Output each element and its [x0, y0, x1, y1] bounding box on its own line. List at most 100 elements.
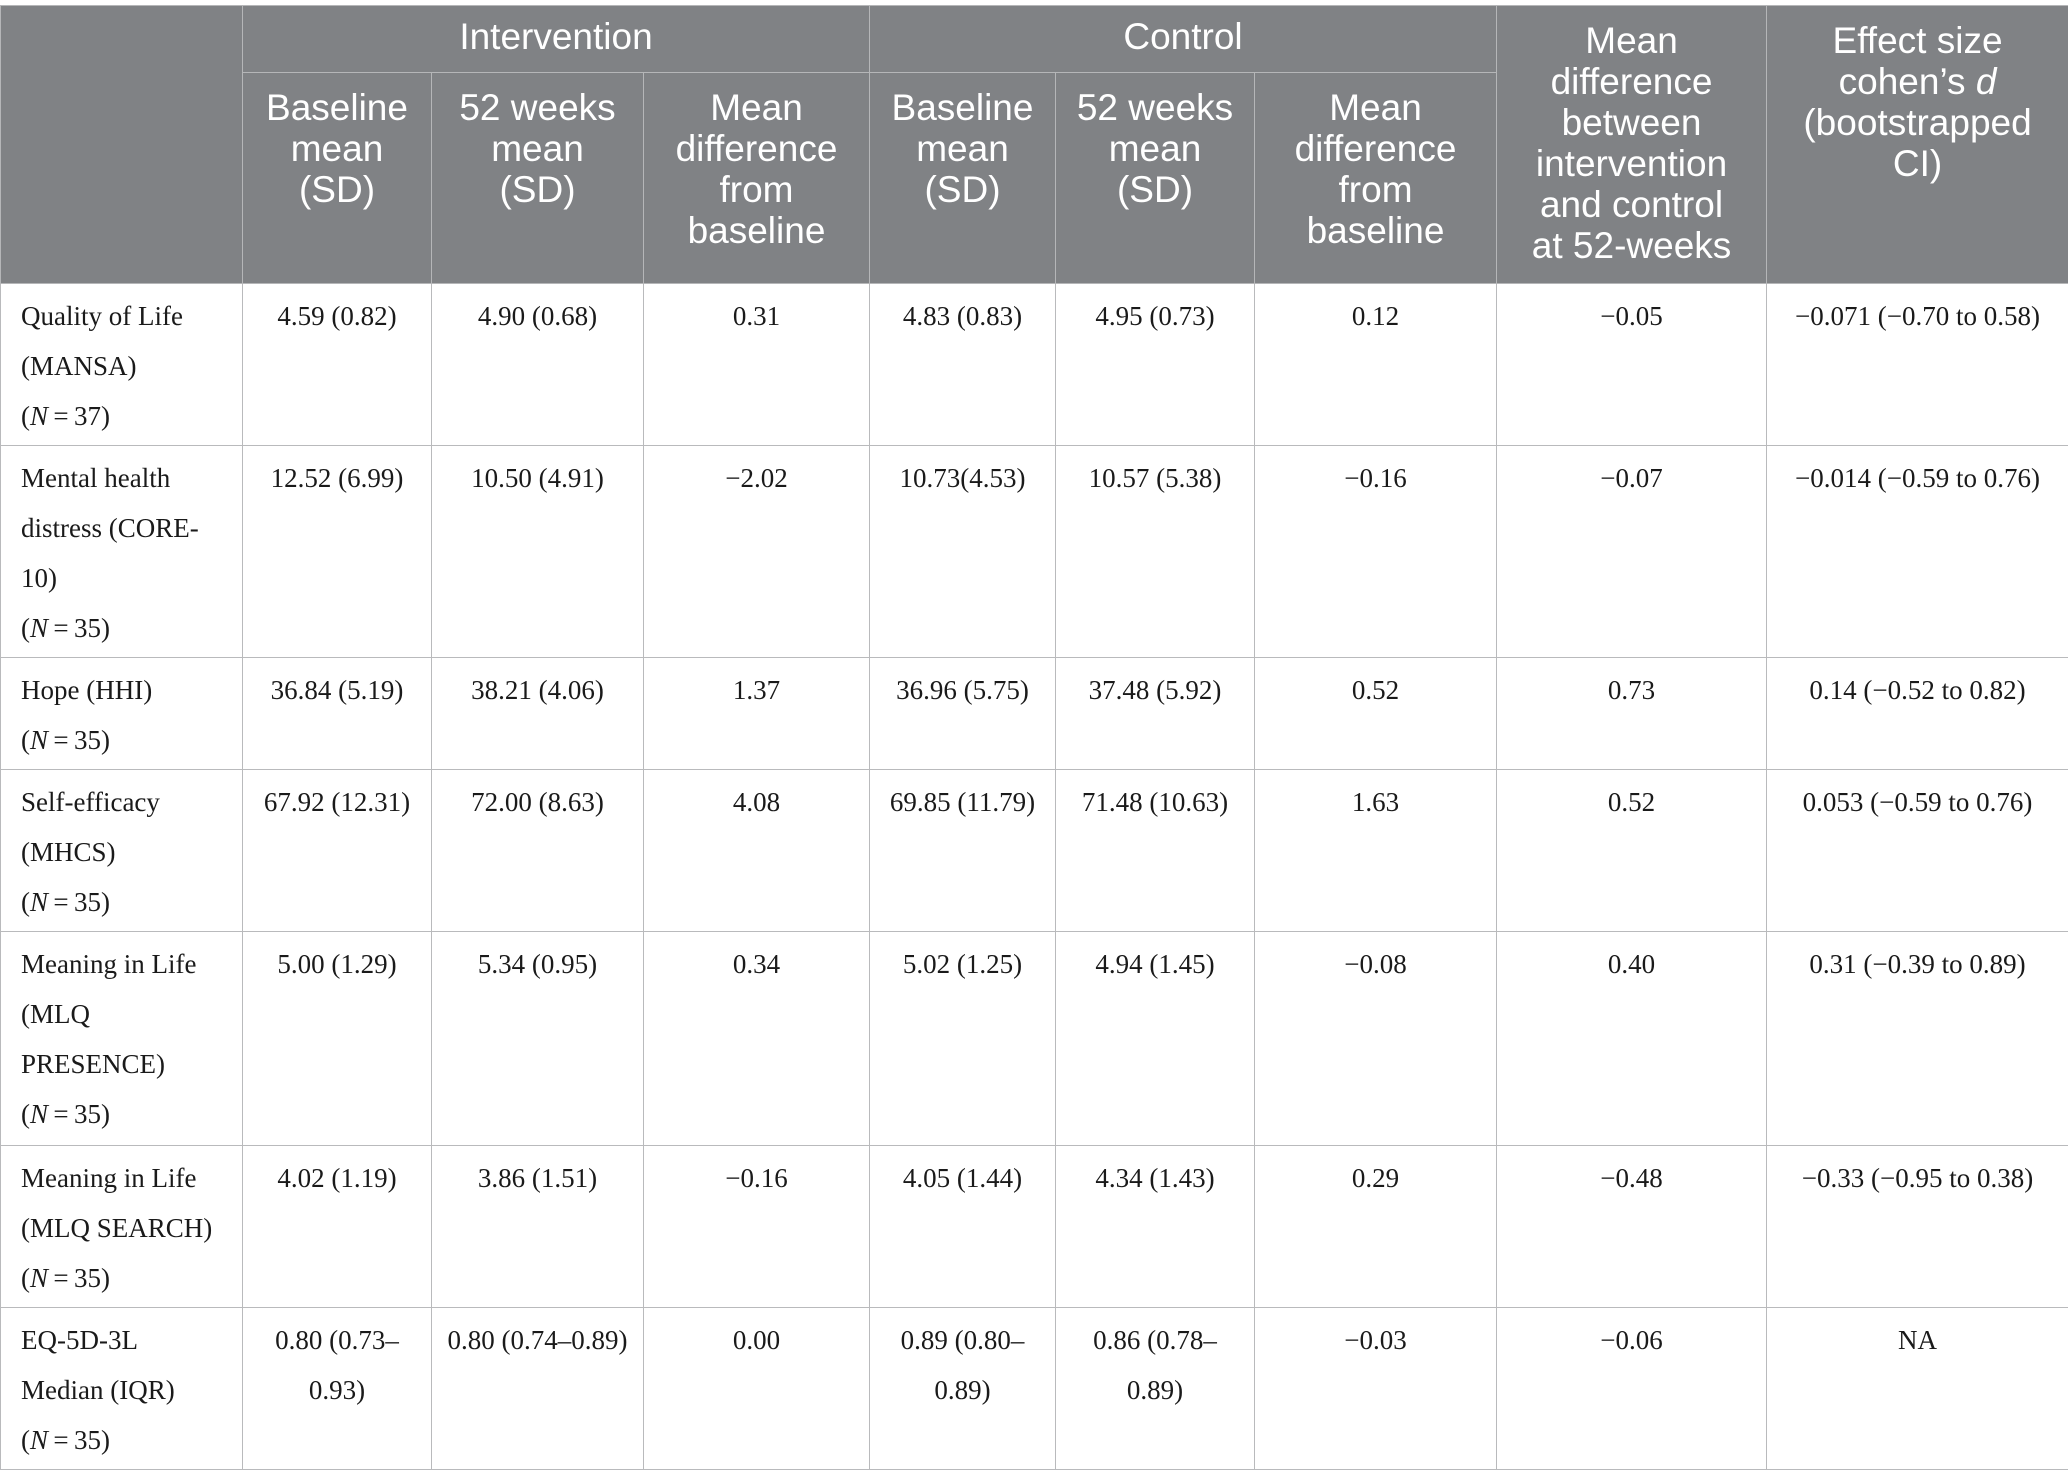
row-label-line: (MHCS): [21, 837, 116, 867]
cell-effect-size: −0.014 (−0.59 to 0.76): [1766, 445, 2068, 658]
cell-int-mean-diff: 1.37: [643, 657, 870, 770]
cell-between-diff: −0.05: [1496, 283, 1768, 446]
row-label-line: (MANSA): [21, 351, 137, 381]
cell-int-baseline: 4.59 (0.82): [242, 283, 432, 446]
cell-int-52weeks: 5.34 (0.95): [431, 931, 644, 1146]
cell-ctl-52weeks: 4.94 (1.45): [1055, 931, 1255, 1146]
cell-int-mean-diff: 0.31: [643, 283, 870, 446]
header-ctl-mean-diff: Mean difference from baseline: [1253, 72, 1498, 284]
row-label: Meaning in Life (MLQ PRESENCE) (N = 35): [0, 931, 243, 1146]
cell-ctl-baseline: 4.83 (0.83): [869, 283, 1056, 446]
row-label-line: 10): [21, 563, 57, 593]
header-ctl-52weeks: 52 weeks mean (SD): [1055, 72, 1255, 284]
header-intervention: Intervention: [242, 5, 870, 73]
header-empty-cell: [0, 5, 243, 284]
cell-effect-size: NA: [1766, 1307, 2068, 1470]
cell-int-baseline: 4.02 (1.19): [242, 1145, 432, 1308]
header-row-sub: Baseline mean (SD) 52 weeks mean (SD) Mean di…: [1, 72, 2068, 284]
cell-effect-size: 0.053 (−0.59 to 0.76): [1766, 769, 2068, 932]
row-sample-size: (N = 37): [21, 401, 111, 431]
cell-ctl-52weeks: 71.48 (10.63): [1055, 769, 1255, 932]
cell-int-baseline: 0.80 (0.73–0.93): [242, 1307, 432, 1470]
table-row: Hope (HHI) (N = 35) 36.84 (5.19) 38.21 (4.0…: [0, 657, 2068, 770]
cell-int-52weeks: 72.00 (8.63): [431, 769, 644, 932]
cell-effect-size: −0.33 (−0.95 to 0.38): [1766, 1145, 2068, 1308]
row-label-line: Meaning in Life: [21, 949, 197, 979]
header-between-diff: Mean difference between intervention and…: [1496, 5, 1768, 284]
cell-ctl-mean-diff: 1.63: [1253, 769, 1498, 932]
row-sample-size: (N = 35): [21, 1099, 111, 1129]
row-label: Meaning in Life (MLQ SEARCH) (N = 35): [0, 1145, 243, 1308]
row-sample-size: (N = 35): [21, 613, 111, 643]
cell-ctl-52weeks: 10.57 (5.38): [1055, 445, 1255, 658]
cell-int-baseline: 12.52 (6.99): [242, 445, 432, 658]
header-int-mean-diff: Mean difference from baseline: [643, 72, 870, 284]
cell-int-mean-diff: −0.16: [643, 1145, 870, 1308]
cell-between-diff: −0.48: [1496, 1145, 1768, 1308]
row-sample-size: (N = 35): [21, 887, 111, 917]
cell-int-mean-diff: 4.08: [643, 769, 870, 932]
cell-ctl-mean-diff: −0.08: [1253, 931, 1498, 1146]
row-sample-size: (N = 35): [21, 1425, 111, 1455]
cell-int-52weeks: 4.90 (0.68): [431, 283, 644, 446]
header-int-52weeks: 52 weeks mean (SD): [431, 72, 644, 284]
cell-ctl-mean-diff: −0.16: [1253, 445, 1498, 658]
row-label-line: Median (IQR): [21, 1375, 175, 1405]
cell-int-baseline: 5.00 (1.29): [242, 931, 432, 1146]
cell-between-diff: −0.07: [1496, 445, 1768, 658]
table-row: Mental health distress (CORE- 10) (N = 35) 1…: [0, 445, 2068, 658]
cell-ctl-mean-diff: −0.03: [1253, 1307, 1498, 1470]
cell-ctl-baseline: 4.05 (1.44): [869, 1145, 1056, 1308]
table-body: Quality of Life (MANSA) (N = 37) 4.59 (0.82…: [0, 283, 2068, 1470]
cell-ctl-baseline: 5.02 (1.25): [869, 931, 1056, 1146]
row-label-line: Quality of Life: [21, 301, 183, 331]
cell-ctl-baseline: 69.85 (11.79): [869, 769, 1056, 932]
cell-effect-size: 0.14 (−0.52 to 0.82): [1766, 657, 2068, 770]
cell-int-mean-diff: 0.34: [643, 931, 870, 1146]
table-row: Meaning in Life (MLQ SEARCH) (N = 35) 4.02 …: [0, 1145, 2068, 1308]
row-label-line: EQ-5D-3L: [21, 1325, 138, 1355]
row-label-line: (MLQ SEARCH): [21, 1213, 213, 1243]
cell-int-mean-diff: −2.02: [643, 445, 870, 658]
cell-int-baseline: 67.92 (12.31): [242, 769, 432, 932]
cell-int-52weeks: 38.21 (4.06): [431, 657, 644, 770]
table-row: Self-efficacy (MHCS) (N = 35) 67.92 (12.31)…: [0, 769, 2068, 932]
cell-between-diff: 0.52: [1496, 769, 1768, 932]
cell-ctl-mean-diff: 0.29: [1253, 1145, 1498, 1308]
row-label: Hope (HHI) (N = 35): [0, 657, 243, 770]
header-row-groups: Intervention Control Mean difference bet…: [0, 5, 2068, 284]
cell-between-diff: 0.73: [1496, 657, 1768, 770]
cell-ctl-52weeks: 4.34 (1.43): [1055, 1145, 1255, 1308]
row-label-line: Hope (HHI): [21, 675, 153, 705]
cell-int-baseline: 36.84 (5.19): [242, 657, 432, 770]
row-label-line: Self-efficacy: [21, 787, 160, 817]
cell-ctl-52weeks: 4.95 (0.73): [1055, 283, 1255, 446]
row-label-line: PRESENCE): [21, 1049, 166, 1079]
cell-ctl-52weeks: 37.48 (5.92): [1055, 657, 1255, 770]
cell-ctl-baseline: 0.89 (0.80–0.89): [869, 1307, 1056, 1470]
cell-ctl-baseline: 36.96 (5.75): [869, 657, 1056, 770]
cell-effect-size: −0.071 (−0.70 to 0.58): [1766, 283, 2068, 446]
cell-ctl-mean-diff: 0.12: [1253, 283, 1498, 446]
row-label: Self-efficacy (MHCS) (N = 35): [0, 769, 243, 932]
cell-ctl-mean-diff: 0.52: [1253, 657, 1498, 770]
cell-ctl-52weeks: 0.86 (0.78–0.89): [1055, 1307, 1255, 1470]
header-int-baseline: Baseline mean (SD): [242, 72, 432, 284]
row-sample-size: (N = 35): [21, 725, 111, 755]
table-row: Meaning in Life (MLQ PRESENCE) (N = 35) 5.00…: [0, 931, 2068, 1146]
cell-int-52weeks: 10.50 (4.91): [431, 445, 644, 658]
cell-int-52weeks: 3.86 (1.51): [431, 1145, 644, 1308]
row-label: Quality of Life (MANSA) (N = 37): [0, 283, 243, 446]
cell-effect-size: 0.31 (−0.39 to 0.89): [1766, 931, 2068, 1146]
cell-between-diff: −0.06: [1496, 1307, 1768, 1470]
row-label-line: Meaning in Life: [21, 1163, 197, 1193]
row-label: EQ-5D-3L Median (IQR) (N = 35): [0, 1307, 243, 1470]
header-control: Control: [868, 5, 1498, 73]
table-row: EQ-5D-3L Median (IQR) (N = 35) 0.80 (0.73–0…: [0, 1307, 2068, 1470]
header-ctl-baseline: Baseline mean (SD): [869, 72, 1056, 284]
table-row: Quality of Life (MANSA) (N = 37) 4.59 (0.82…: [0, 283, 2068, 446]
results-table: Intervention Control Mean difference bet…: [0, 5, 2068, 1470]
cell-between-diff: 0.40: [1496, 931, 1768, 1146]
cell-ctl-baseline: 10.73(4.53): [869, 445, 1056, 658]
row-label-line: (MLQ: [21, 999, 90, 1029]
